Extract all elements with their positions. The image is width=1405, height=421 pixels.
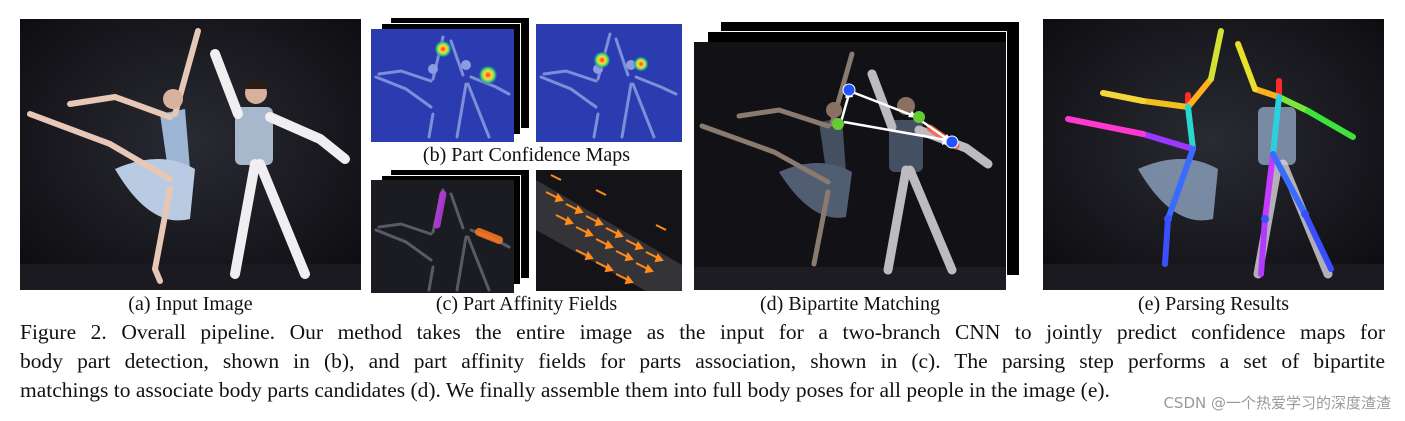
figure-caption: Figure 2. Overall pipeline. Our method t…	[20, 318, 1385, 405]
paf-image-1	[371, 180, 514, 293]
paf-zoom-image	[536, 170, 682, 291]
input-image-panel	[20, 19, 361, 290]
figure-caption-line-3: matchings to associate body parts candid…	[20, 378, 1110, 402]
figure-caption-line-2: body part detection, shown in (b), and p…	[20, 349, 1385, 373]
heatmap-image-1	[371, 29, 514, 142]
affinity-field-zoom	[536, 170, 682, 291]
skeleton-image	[1043, 19, 1384, 290]
figure-caption-line-1: Figure 2. Overall pipeline. Our method t…	[20, 320, 1385, 344]
dancers-photo	[20, 19, 361, 290]
confidence-map-2	[536, 24, 682, 142]
affinity-field-1	[371, 180, 514, 293]
bipartite-matching-panel	[694, 42, 1006, 290]
confidence-map-1	[371, 29, 514, 142]
parsing-results-panel	[1043, 19, 1384, 290]
caption-affinity-fields: (c) Part Affinity Fields	[435, 293, 618, 315]
heatmap-image-2	[536, 24, 682, 142]
caption-parsing-results: (e) Parsing Results	[1137, 293, 1290, 315]
watermark: CSDN @一个热爱学习的深度渣渣	[1163, 394, 1391, 412]
caption-input-image: (a) Input Image	[128, 293, 253, 315]
caption-bipartite-matching: (d) Bipartite Matching	[760, 293, 940, 315]
caption-confidence-maps: (b) Part Confidence Maps	[422, 144, 631, 166]
matching-image	[694, 42, 1006, 290]
